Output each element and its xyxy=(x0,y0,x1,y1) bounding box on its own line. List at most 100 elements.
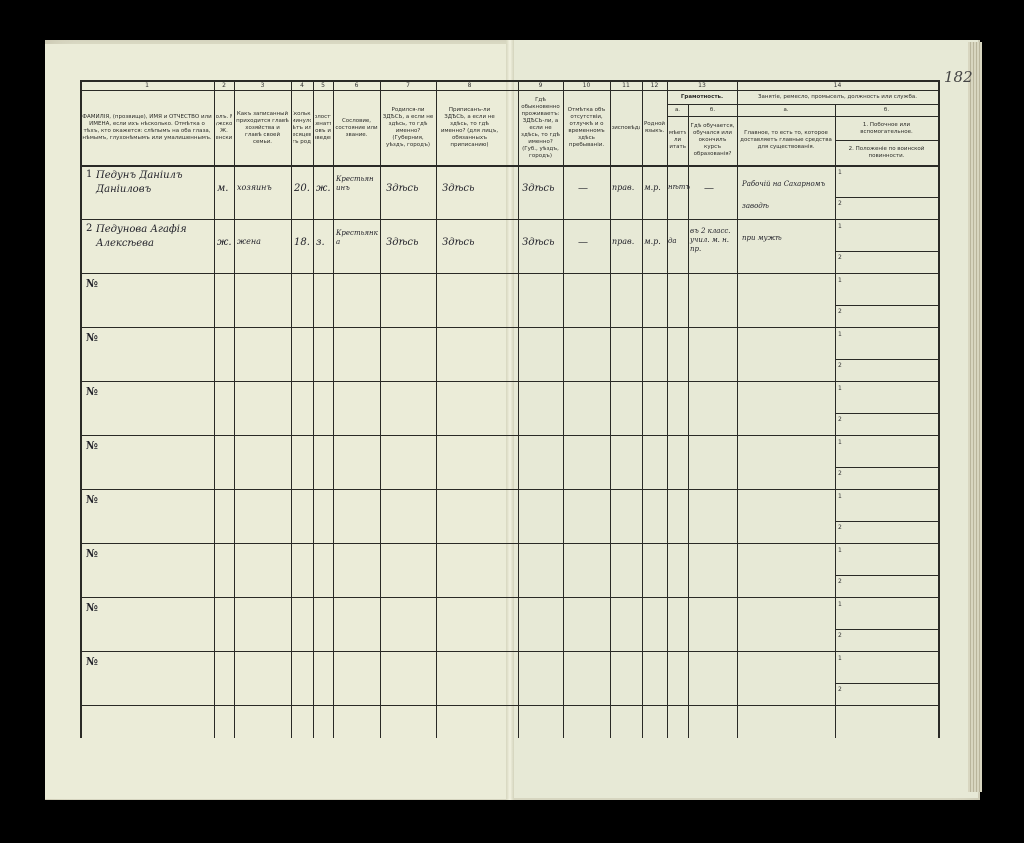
row-marker: № xyxy=(86,601,98,614)
sub-label-2: 2 xyxy=(838,200,842,207)
entry-relation: хозяинъ xyxy=(237,183,272,192)
sub-header: 1. Побочное или вспомогательное. xyxy=(860,121,913,135)
row-line xyxy=(80,435,938,436)
entry-occupation: при мужѣ xyxy=(742,234,782,242)
column-header: Холостъ, женатъ, вдовъ или разведенъ. xyxy=(315,114,331,141)
group-header-line xyxy=(667,104,938,105)
column-number-line xyxy=(80,90,938,91)
page-number: 182 xyxy=(944,68,973,86)
column-header: Родился-ли ЗДѢСЬ, а если не здѣсь, то гд… xyxy=(382,107,434,148)
column-header: Отмѣтка объ отсутствіи, отлучкѣ и о врем… xyxy=(567,107,606,148)
column-header: Какъ записанный приходится главѣ хозяйст… xyxy=(236,110,289,145)
column-number: 3 xyxy=(260,82,265,89)
column-line xyxy=(380,80,381,738)
sub-label-2: 2 xyxy=(838,524,842,531)
column-line xyxy=(234,80,235,738)
column-number: 12 xyxy=(650,82,659,89)
entry-sex: ж. xyxy=(217,237,232,248)
entry-registered: Здѣсь xyxy=(442,237,475,248)
group-header-occupation: Занятіе, ремесло, промыселъ, должность и… xyxy=(758,94,917,100)
column-number: 8 xyxy=(467,82,472,89)
sub-label-1: 1 xyxy=(838,493,842,500)
column-line xyxy=(291,80,292,738)
entry-language: м.р. xyxy=(644,183,661,192)
column-number: 5 xyxy=(321,82,325,89)
left-page xyxy=(45,44,510,799)
column-number: 9 xyxy=(538,82,543,89)
row-marker: № xyxy=(86,277,98,290)
row-line xyxy=(80,273,938,274)
column-line xyxy=(436,80,437,738)
entry-estate: Крестьянка xyxy=(336,229,378,246)
sub-label-1: 1 xyxy=(838,385,842,392)
sub-label-2: 2 xyxy=(838,632,842,639)
sub-label-2: 2 xyxy=(838,308,842,315)
row-marker: № xyxy=(86,385,98,398)
row-marker: № xyxy=(86,439,98,452)
sub-header-line xyxy=(667,116,938,117)
column-number: 4 xyxy=(300,82,304,89)
entry-religion: прав. xyxy=(612,183,635,192)
column-header: Главное, то есть то, которое доставляетъ… xyxy=(740,130,832,150)
column-header: Гдѣ обучается, обучался или окончилъ кур… xyxy=(690,123,735,157)
page-gutter xyxy=(506,40,514,800)
column-line xyxy=(667,80,668,738)
entry-religion: прав. xyxy=(612,237,635,246)
sub-header: а. xyxy=(674,107,681,113)
entry-occupation: Рабочій на Сахарномъ заводѣ xyxy=(742,180,826,210)
sub-label-2: 2 xyxy=(838,254,842,261)
row-half-line xyxy=(835,575,938,576)
column-number: 14 xyxy=(833,82,842,89)
row-line xyxy=(80,705,938,706)
entry-resides: Здѣсь xyxy=(522,183,555,194)
entry-estate: Крестьянинъ xyxy=(336,175,374,192)
row-half-line xyxy=(835,467,938,468)
entry-name: Педунова Агафія Алексѣева xyxy=(96,224,187,249)
sub-header: 2. Положеніе по воинской повинности. xyxy=(848,145,925,159)
entry-marital: з. xyxy=(316,237,325,248)
row-marker: № xyxy=(86,547,98,560)
sub-header-line xyxy=(835,140,938,141)
entry-sex: м. xyxy=(217,183,229,194)
row-line xyxy=(80,597,938,598)
entry-absence: — xyxy=(578,237,588,248)
column-line xyxy=(688,104,689,738)
row-half-line xyxy=(835,683,938,684)
entry-reads: нѣтъ xyxy=(668,183,691,191)
entry-marital: ж. xyxy=(316,183,331,194)
group-header-literacy: Грамотность. xyxy=(680,94,724,100)
row-half-line xyxy=(835,197,938,198)
sub-label-1: 1 xyxy=(838,655,842,662)
column-number: 1 xyxy=(145,82,149,89)
column-header: Приписанъ-ли ЗДѢСЬ, а если не здѣсь, то … xyxy=(440,107,499,148)
column-number: 10 xyxy=(582,82,591,89)
column-line xyxy=(333,80,334,738)
row-marker: № xyxy=(86,493,98,506)
column-line xyxy=(938,80,940,738)
column-number: 13 xyxy=(698,82,706,89)
entry-born: Здѣсь xyxy=(386,237,419,248)
column-line xyxy=(518,80,519,738)
column-line xyxy=(737,80,738,738)
sub-label-2: 2 xyxy=(838,416,842,423)
column-header: Полъ. М. мужской. Ж. женский. xyxy=(216,114,232,141)
entry-age: 18. xyxy=(294,237,310,248)
row-half-line xyxy=(835,521,938,522)
entry-number: 1 xyxy=(86,169,93,180)
entry-education: — xyxy=(704,183,714,194)
column-line xyxy=(610,80,611,738)
row-line xyxy=(80,219,938,220)
sub-label-2: 2 xyxy=(838,362,842,369)
entry-resides: Здѣсь xyxy=(522,237,555,248)
column-line xyxy=(563,80,564,738)
entry-absence: — xyxy=(578,183,588,194)
row-half-line xyxy=(835,359,938,360)
column-line xyxy=(214,80,215,738)
entry-registered: Здѣсь xyxy=(442,183,475,194)
sub-label-2: 2 xyxy=(838,686,842,693)
sub-label-2: 2 xyxy=(838,470,842,477)
sub-label-1: 1 xyxy=(838,223,842,230)
column-header: Умѣетъ-ли читать? xyxy=(669,130,686,150)
column-number: 2 xyxy=(222,82,226,89)
